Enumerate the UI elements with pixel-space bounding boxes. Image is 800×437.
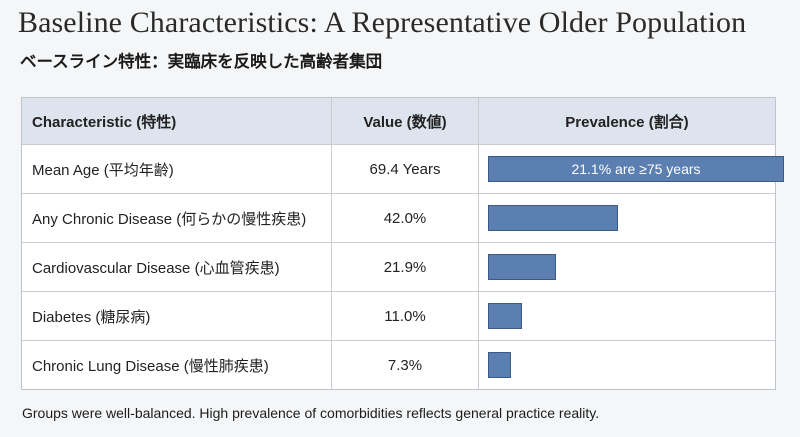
value-cell: 42.0% [332,194,479,242]
header-prevalence: Prevalence (割合) [565,113,689,131]
prevalence-cell: 21.1% are ≥75 years [479,145,784,193]
prevalence-bar [488,205,618,231]
page-subtitle: ベースライン特性：実臨床を反映した高齢者集団 [20,52,383,71]
characteristic-cell: Chronic Lung Disease (慢性肺疾患) [22,341,332,389]
header-value: Value (数値) [332,98,479,144]
characteristic-cell: Cardiovascular Disease (心血管疾患) [22,243,332,291]
prevalence-bar [488,352,511,378]
value-cell: 21.9% [332,243,479,291]
table-row: Any Chronic Disease (何らかの慢性疾患) 42.0% [22,193,775,242]
value-cell: 11.0% [332,292,479,340]
characteristic-cell: Mean Age (平均年齢) [22,145,332,193]
characteristic-cell: Diabetes (糖尿病) [22,292,332,340]
header-characteristic: Characteristic (特性) [22,98,332,144]
page-title: Baseline Characteristics: A Representati… [18,6,747,39]
table-row: Mean Age (平均年齢) 69.4 Years 21.1% are ≥75… [22,144,784,193]
prevalence-cell [479,292,775,340]
table-row: Cardiovascular Disease (心血管疾患) 21.9% [22,242,775,291]
table-header-row: Characteristic (特性) Value (数値) Prevalenc… [22,98,775,144]
table-row: Diabetes (糖尿病) 11.0% [22,291,775,340]
bar-label: 21.1% are ≥75 years [571,161,701,177]
prevalence-cell [479,341,775,389]
table-row: Chronic Lung Disease (慢性肺疾患) 7.3% [22,340,775,389]
baseline-table: Characteristic (特性) Value (数値) Prevalenc… [21,97,784,390]
prevalence-cell [479,194,775,242]
prevalence-bar [488,303,522,329]
characteristic-cell: Any Chronic Disease (何らかの慢性疾患) [22,194,332,242]
footnote: Groups were well-balanced. High prevalen… [22,405,600,421]
prevalence-bar: 21.1% are ≥75 years [488,156,784,182]
prevalence-cell [479,243,775,291]
prevalence-bar [488,254,556,280]
value-cell: 69.4 Years [332,145,479,193]
value-cell: 7.3% [332,341,479,389]
